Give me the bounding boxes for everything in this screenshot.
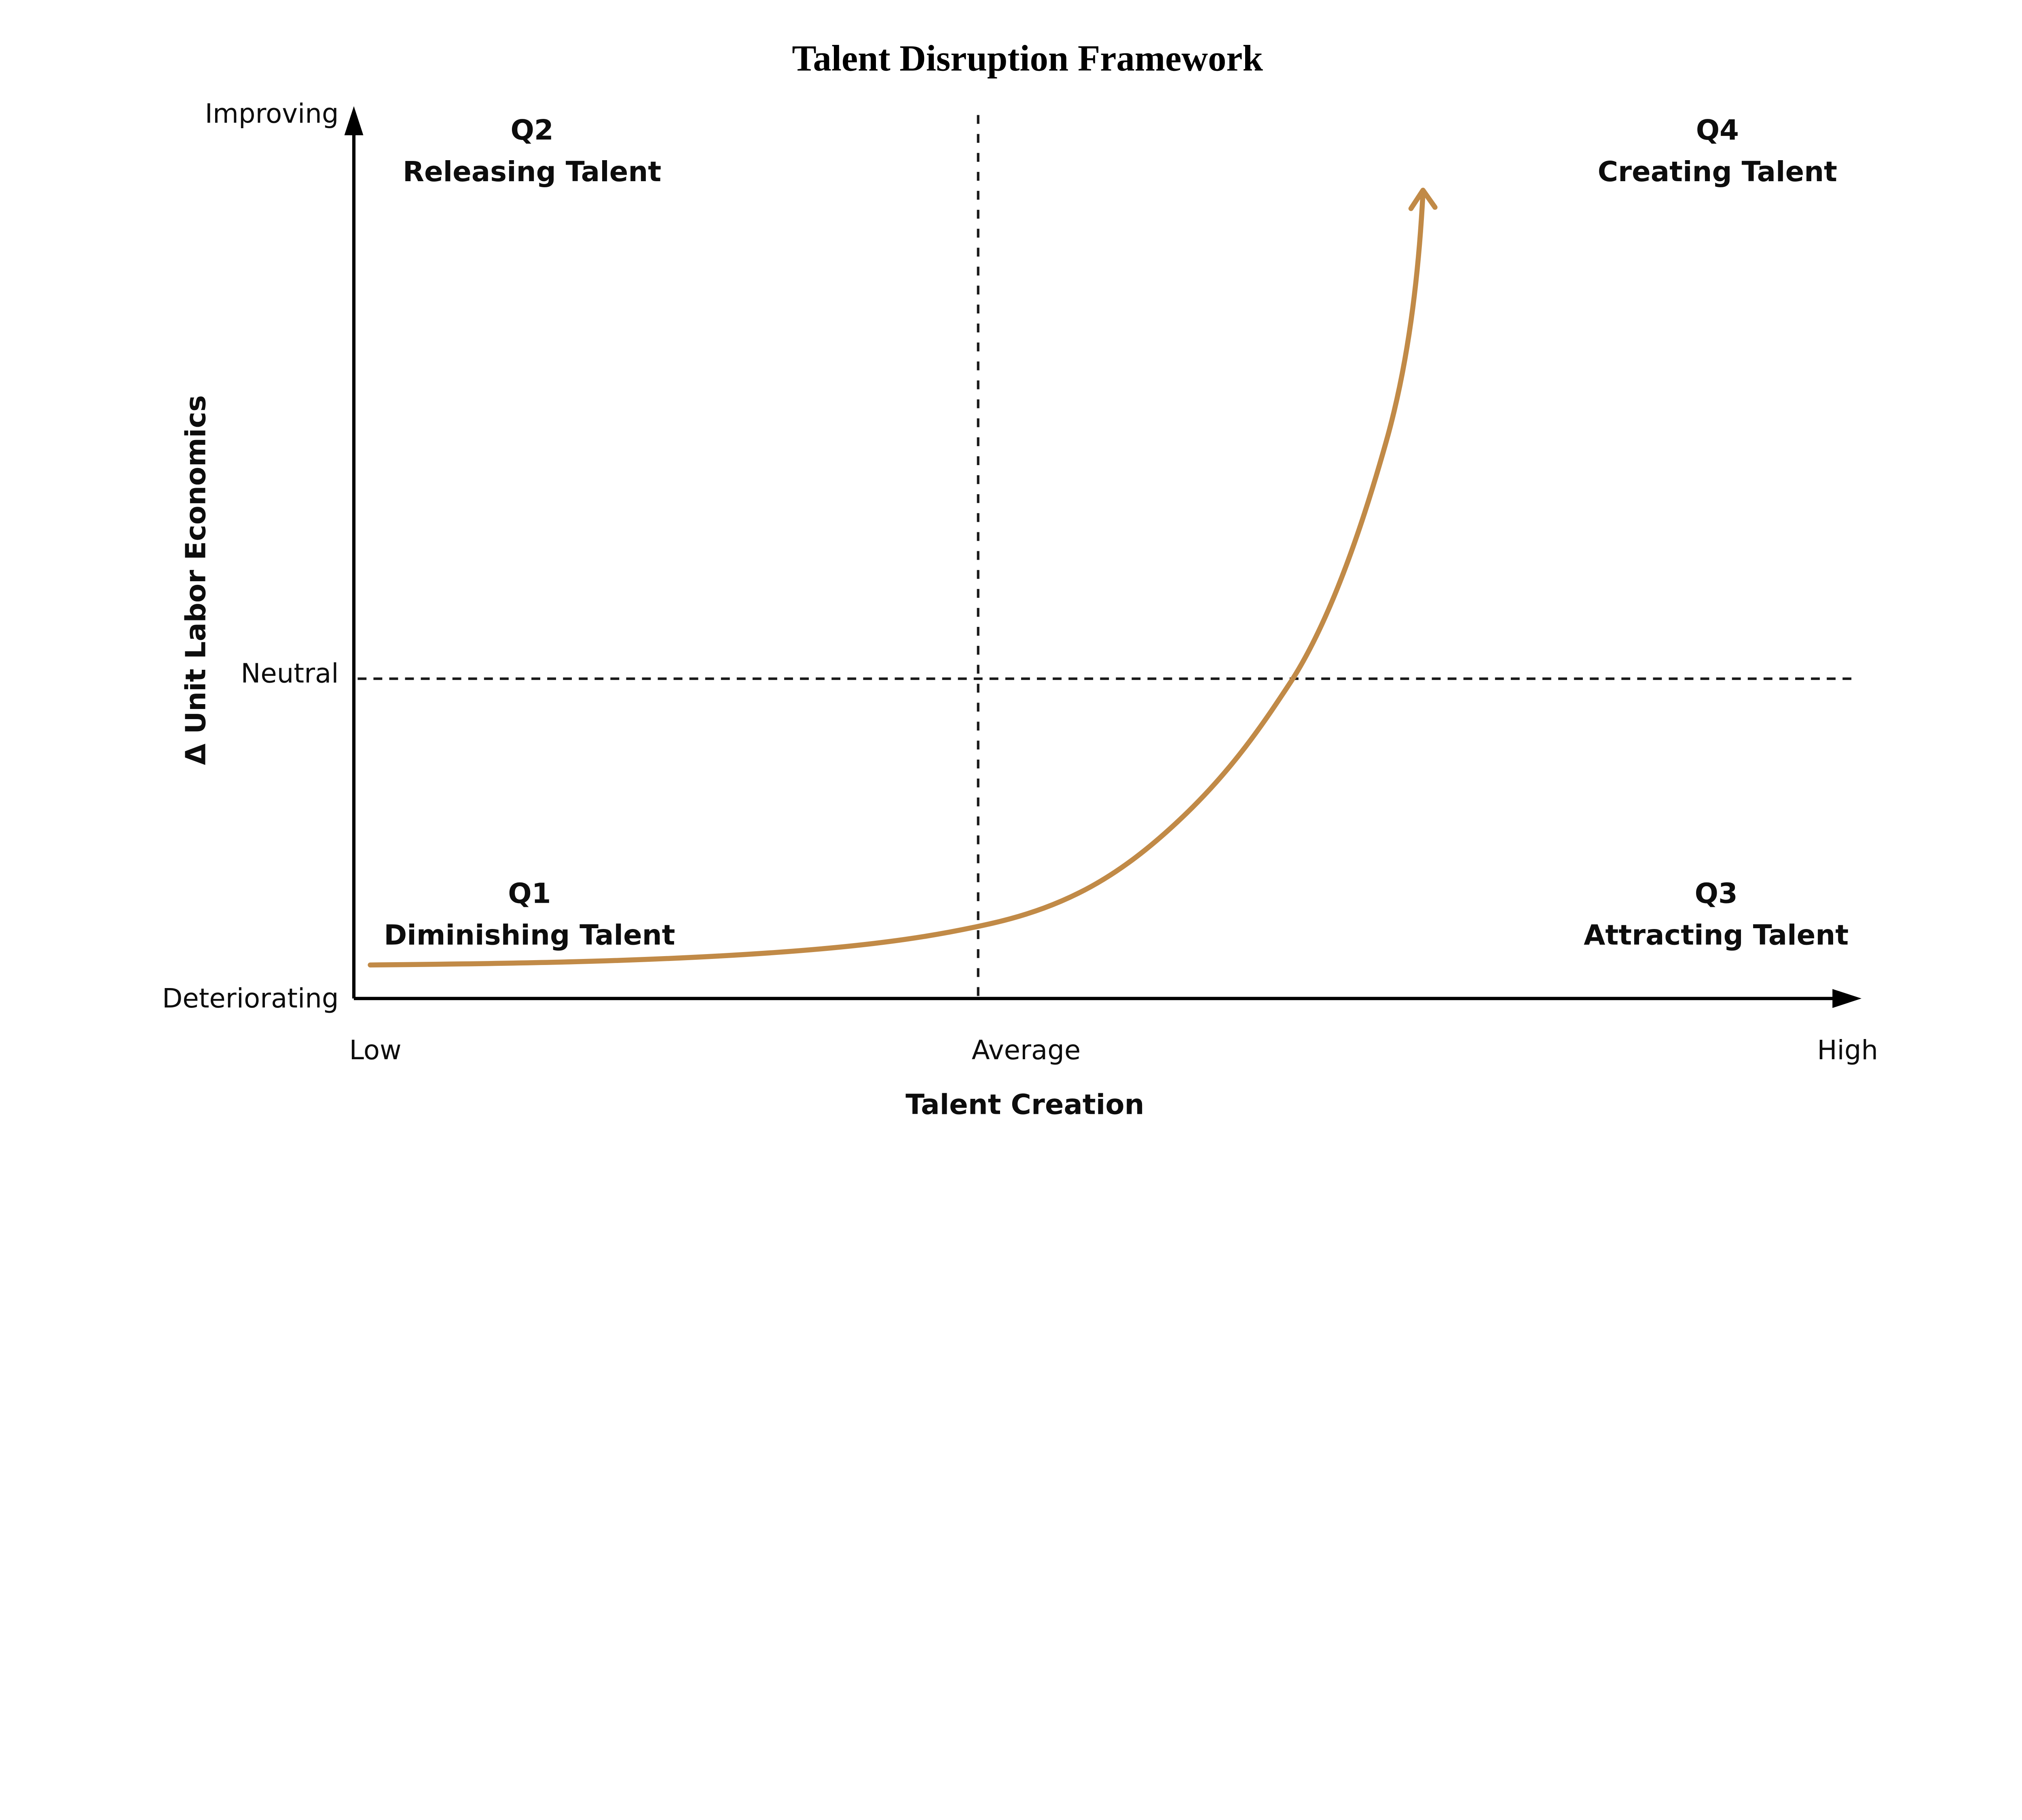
curve-arrow-icon: [1408, 188, 1438, 211]
chart-title: Talent Disruption Framework: [792, 38, 1263, 78]
y-axis-arrow-icon: [344, 106, 364, 135]
y-tick-improving: Improving: [205, 98, 339, 129]
q3-name: Attracting Talent: [1584, 919, 1849, 952]
x-axis-arrow-icon: [1832, 989, 1862, 1008]
q1-id: Q1: [508, 877, 551, 910]
q3-id: Q3: [1695, 877, 1738, 910]
q4-id: Q4: [1696, 114, 1739, 146]
q2-id: Q2: [510, 114, 553, 146]
x-axis-title: Talent Creation: [905, 1088, 1144, 1121]
quadrant-label-q1: Q1 Diminishing Talent: [384, 877, 675, 951]
talent-curve: [368, 189, 1426, 968]
x-tick-high: High: [1817, 1035, 1878, 1066]
quadrant-label-q2: Q2 Releasing Talent: [403, 114, 661, 188]
y-axis-title: Δ Unit Labor Economics: [180, 395, 212, 765]
x-tick-average: Average: [972, 1035, 1081, 1066]
q1-name: Diminishing Talent: [384, 919, 675, 952]
y-tick-neutral: Neutral: [241, 658, 338, 689]
q2-name: Releasing Talent: [403, 156, 661, 188]
quadrant-label-q4: Q4 Creating Talent: [1598, 114, 1837, 188]
chart-canvas: Talent Disruption Framework Improving Ne…: [162, 38, 1878, 1121]
quadrant-label-q3: Q3 Attracting Talent: [1584, 877, 1849, 951]
x-tick-low: Low: [349, 1035, 402, 1066]
quadrant-chart-svg: Talent Disruption Framework Improving Ne…: [162, 38, 1878, 1121]
y-tick-deteriorating: Deteriorating: [162, 983, 339, 1014]
q4-name: Creating Talent: [1598, 156, 1837, 188]
